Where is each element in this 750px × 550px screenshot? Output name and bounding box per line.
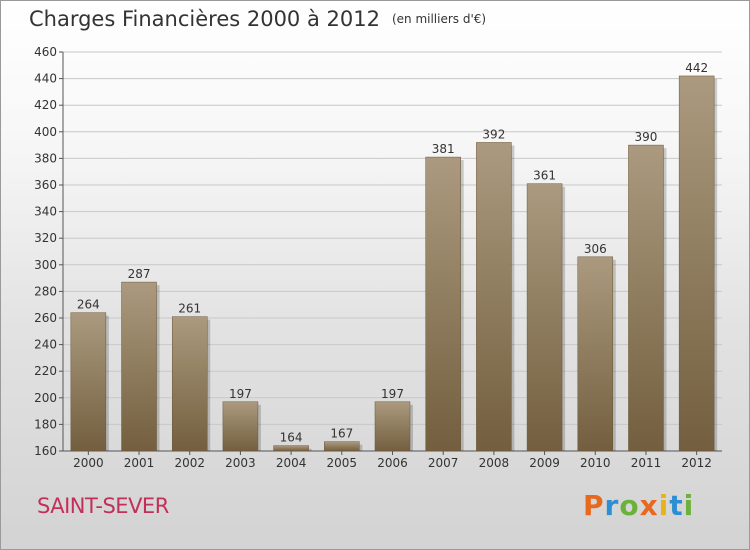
x-tick-label: 2005 [327,456,358,470]
x-tick-label: 2006 [377,456,408,470]
chart-title: Charges Financières 2000 à 2012 (en milli… [29,7,486,31]
x-tick-label: 2011 [631,456,662,470]
bar [324,441,360,452]
y-tick-label: 240 [34,338,57,352]
x-tick-label: 2010 [580,456,611,470]
data-label: 287 [128,267,151,281]
bar [70,312,107,452]
y-tick-label: 260 [34,311,57,325]
bar [222,401,259,452]
y-tick-label: 160 [34,444,57,458]
y-tick-label: 300 [34,258,57,272]
bar [678,75,715,452]
chart-unit: (en milliers d'€) [391,12,487,26]
x-tick-label: 2003 [225,456,256,470]
y-tick-label: 380 [34,151,57,165]
commune-name: SAINT-SEVER [37,494,169,518]
x-tick-label: 2012 [681,456,712,470]
bar [476,142,512,452]
x-tick-label: 2009 [529,456,560,470]
y-tick-label: 180 [34,417,57,431]
x-tick-label: 2001 [124,456,155,470]
y-tick-label: 280 [34,284,57,298]
data-label: 167 [330,427,353,441]
data-label: 442 [685,61,708,75]
data-label: 261 [178,302,201,316]
bar [425,156,461,452]
y-tick-label: 420 [34,98,57,112]
y-tick-label: 440 [34,72,57,86]
y-tick-label: 200 [34,391,57,405]
data-label: 390 [635,130,658,144]
bar [273,445,309,452]
x-tick-label: 2004 [276,456,307,470]
data-label: 392 [482,127,505,141]
x-tick-label: 2002 [174,456,205,470]
data-label: 197 [229,387,252,401]
x-tick-label: 2007 [428,456,459,470]
data-label: 197 [381,387,404,401]
y-tick-label: 320 [34,231,57,245]
data-label: 306 [584,242,607,256]
y-tick-label: 340 [34,205,57,219]
bar [526,183,563,452]
bar [577,256,614,452]
data-label: 264 [77,298,100,312]
y-tick-label: 360 [34,178,57,192]
data-label: 361 [533,169,556,183]
bar [374,401,411,452]
y-tick-label: 460 [34,45,57,59]
y-tick-label: 220 [34,364,57,378]
proxiti-logo: Proxiti [583,489,695,522]
bar [171,316,208,452]
x-tick-label: 2000 [73,456,104,470]
bar [628,144,664,452]
data-label: 164 [280,431,303,445]
y-tick-label: 400 [34,125,57,139]
x-tick-label: 2008 [479,456,510,470]
chart-title-text: Charges Financières 2000 à 2012 [29,7,380,31]
data-label: 381 [432,142,455,156]
bar [121,281,157,452]
